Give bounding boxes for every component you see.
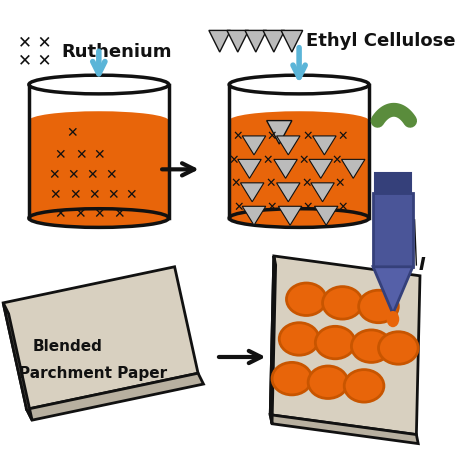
Text: ✕: ✕ bbox=[54, 148, 66, 162]
Text: ✕: ✕ bbox=[335, 177, 345, 190]
Polygon shape bbox=[227, 30, 248, 52]
Text: ✕: ✕ bbox=[229, 154, 239, 167]
Ellipse shape bbox=[286, 283, 326, 316]
Polygon shape bbox=[276, 136, 300, 155]
Text: ✕: ✕ bbox=[126, 188, 137, 201]
Polygon shape bbox=[314, 206, 338, 225]
Text: ✕: ✕ bbox=[267, 130, 277, 143]
Polygon shape bbox=[270, 256, 276, 424]
Polygon shape bbox=[341, 159, 365, 178]
Ellipse shape bbox=[279, 323, 319, 355]
Text: Ruthenium: Ruthenium bbox=[61, 43, 172, 61]
Text: ✕: ✕ bbox=[298, 154, 309, 167]
Text: ✕: ✕ bbox=[93, 208, 105, 221]
Text: ✕: ✕ bbox=[265, 177, 275, 190]
Bar bbox=[229, 120, 369, 218]
Polygon shape bbox=[242, 206, 266, 225]
Polygon shape bbox=[240, 183, 264, 202]
Ellipse shape bbox=[379, 332, 418, 364]
Text: ✕: ✕ bbox=[267, 201, 277, 214]
Text: ✕: ✕ bbox=[89, 188, 100, 201]
Polygon shape bbox=[313, 136, 336, 155]
Ellipse shape bbox=[229, 209, 369, 228]
Ellipse shape bbox=[359, 290, 398, 323]
Polygon shape bbox=[267, 120, 292, 144]
Polygon shape bbox=[27, 373, 203, 420]
Text: ✕: ✕ bbox=[262, 154, 273, 167]
Polygon shape bbox=[263, 30, 285, 52]
Bar bbox=[29, 120, 169, 218]
Text: ✕: ✕ bbox=[93, 148, 105, 162]
Text: ✕: ✕ bbox=[233, 201, 244, 214]
Text: ✕: ✕ bbox=[106, 168, 117, 182]
Text: ✕: ✕ bbox=[113, 208, 125, 221]
Text: ✕: ✕ bbox=[70, 188, 81, 201]
Text: ✕: ✕ bbox=[332, 154, 342, 167]
Text: ✕: ✕ bbox=[231, 177, 241, 190]
Text: ✕ ✕: ✕ ✕ bbox=[18, 52, 51, 70]
Polygon shape bbox=[281, 30, 303, 52]
Ellipse shape bbox=[315, 326, 355, 359]
Text: ✕: ✕ bbox=[86, 168, 98, 182]
Polygon shape bbox=[209, 30, 230, 52]
Polygon shape bbox=[3, 303, 32, 420]
Text: ✕ ✕: ✕ ✕ bbox=[18, 34, 51, 52]
Bar bbox=[29, 84, 169, 120]
Ellipse shape bbox=[387, 311, 399, 327]
Text: ✕: ✕ bbox=[68, 168, 79, 182]
Text: Ethyl Cellulose: Ethyl Cellulose bbox=[306, 32, 456, 50]
Text: ✕: ✕ bbox=[54, 208, 66, 221]
Polygon shape bbox=[311, 183, 334, 202]
Ellipse shape bbox=[308, 366, 348, 399]
Polygon shape bbox=[274, 159, 297, 178]
Text: ✕: ✕ bbox=[301, 177, 311, 190]
Text: Parchment Paper: Parchment Paper bbox=[19, 366, 167, 381]
Text: ✕: ✕ bbox=[303, 130, 313, 143]
Ellipse shape bbox=[29, 209, 169, 228]
Bar bbox=[373, 193, 413, 267]
Polygon shape bbox=[373, 267, 413, 314]
Polygon shape bbox=[276, 183, 300, 202]
Polygon shape bbox=[270, 256, 420, 435]
Text: ✕: ✕ bbox=[74, 208, 86, 221]
Text: Blended: Blended bbox=[33, 338, 103, 354]
Text: ✕: ✕ bbox=[66, 126, 78, 140]
Ellipse shape bbox=[229, 75, 369, 94]
Text: ✕: ✕ bbox=[337, 130, 347, 143]
Ellipse shape bbox=[229, 111, 369, 130]
Polygon shape bbox=[245, 30, 267, 52]
Ellipse shape bbox=[344, 370, 384, 402]
Ellipse shape bbox=[351, 330, 391, 363]
Ellipse shape bbox=[29, 111, 169, 130]
Text: I: I bbox=[418, 256, 425, 274]
Text: ✕: ✕ bbox=[303, 201, 313, 214]
Ellipse shape bbox=[29, 75, 169, 94]
Text: ✕: ✕ bbox=[337, 201, 347, 214]
Polygon shape bbox=[309, 159, 332, 178]
Text: ✕: ✕ bbox=[75, 148, 87, 162]
Polygon shape bbox=[270, 415, 418, 444]
Ellipse shape bbox=[323, 287, 362, 319]
Bar bbox=[375, 173, 411, 193]
Text: ✕: ✕ bbox=[48, 168, 60, 182]
Polygon shape bbox=[238, 159, 261, 178]
Text: ✕: ✕ bbox=[233, 130, 243, 143]
Bar bbox=[229, 84, 369, 120]
Text: ✕: ✕ bbox=[108, 188, 119, 201]
Polygon shape bbox=[278, 206, 302, 225]
Polygon shape bbox=[3, 267, 198, 410]
Polygon shape bbox=[242, 136, 266, 155]
Ellipse shape bbox=[272, 363, 312, 395]
Text: ✕: ✕ bbox=[50, 188, 61, 201]
